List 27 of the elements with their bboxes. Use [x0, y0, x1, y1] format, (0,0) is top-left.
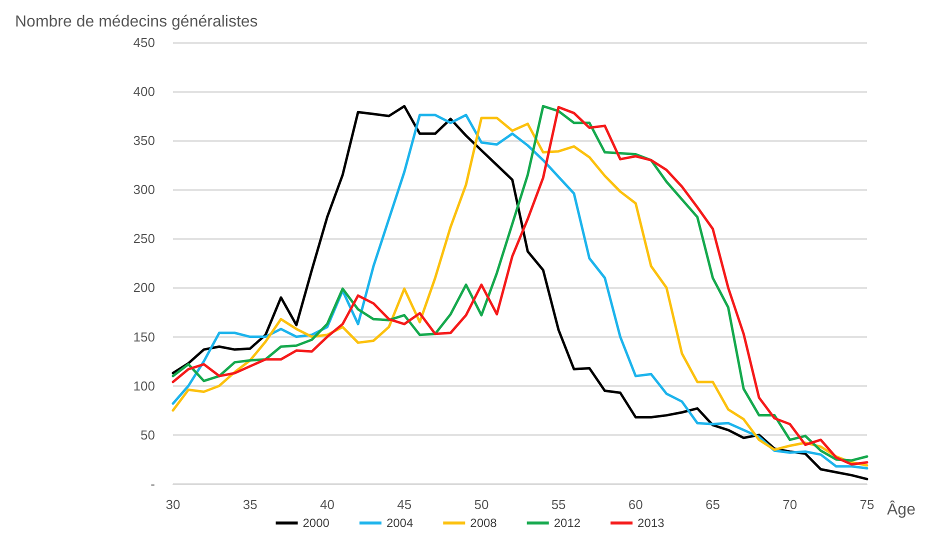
- x-tick-label: 40: [320, 497, 334, 512]
- x-tick-label: 45: [397, 497, 412, 512]
- legend-label: 2004: [386, 516, 414, 530]
- x-axis-title: Âge: [887, 500, 916, 518]
- y-tick-label: 200: [133, 280, 155, 296]
- x-tick-label: 55: [551, 497, 566, 512]
- y-tick-label: 50: [140, 427, 155, 442]
- x-tick-label: 75: [860, 497, 874, 512]
- x-tick-label: 35: [242, 497, 258, 512]
- y-axis-title: Nombre de médecins généralistes: [15, 14, 258, 30]
- y-tick-label: 300: [133, 182, 155, 198]
- y-tick-label: 150: [133, 329, 155, 344]
- x-tick-label: 30: [166, 497, 180, 512]
- y-tick-label: -: [150, 476, 155, 492]
- legend-label: 2013: [638, 516, 665, 530]
- y-tick-label: 350: [133, 133, 155, 148]
- y-tick-label: 450: [133, 34, 155, 50]
- x-tick-label: 60: [628, 497, 643, 512]
- legend-label: 2012: [554, 516, 581, 530]
- y-tick-label: 400: [133, 84, 155, 99]
- x-tick-label: 65: [706, 497, 720, 512]
- legend-label: 2008: [470, 516, 498, 530]
- legend-label: 2000: [302, 516, 330, 530]
- y-tick-label: 100: [133, 378, 155, 394]
- x-tick-label: 70: [782, 497, 798, 512]
- x-tick-label: 50: [474, 497, 489, 512]
- y-tick-label: 250: [133, 231, 155, 246]
